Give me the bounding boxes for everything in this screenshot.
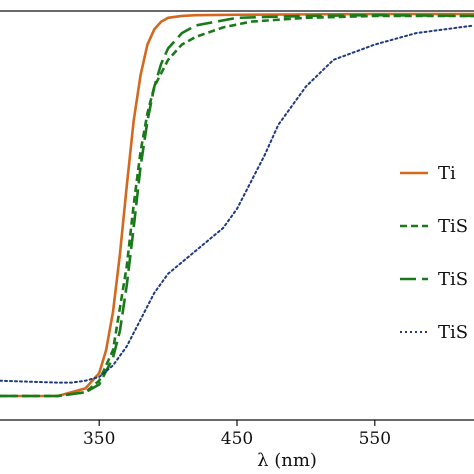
series-line-1 [0, 14, 474, 398]
x-tick-label: 550 [359, 429, 391, 449]
x-axis-label: λ (nm) [257, 450, 317, 471]
legend-label-0: Ti [438, 163, 456, 184]
series-layer [0, 12, 474, 398]
series-line-0 [0, 12, 474, 398]
legend-label-2: TiS [438, 269, 468, 290]
legend: Ti TiS TiS TiS [400, 163, 468, 343]
legend-label-1: TiS [438, 216, 468, 237]
plot-area [0, 10, 474, 421]
legend-label-3: TiS [438, 322, 468, 343]
x-tick-label: 350 [83, 429, 115, 449]
x-axis-ticks: 350 450 550 [83, 420, 391, 449]
x-tick-label: 450 [221, 429, 253, 449]
series-line-2 [0, 13, 474, 398]
series-line-3 [0, 24, 474, 384]
